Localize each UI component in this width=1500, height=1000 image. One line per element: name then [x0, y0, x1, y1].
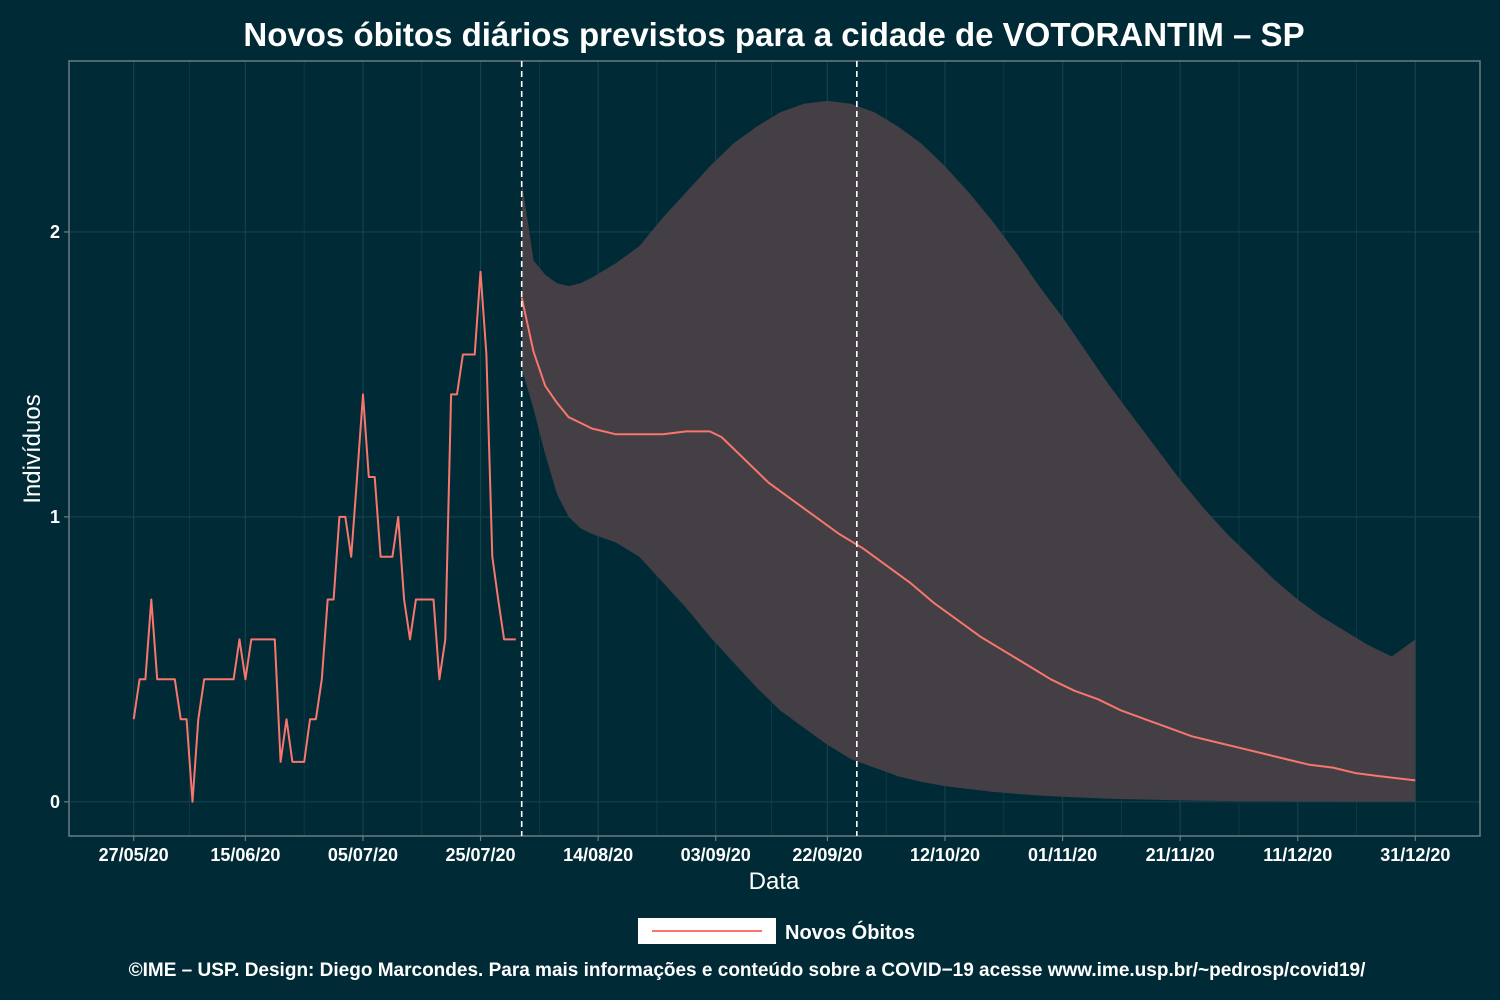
chart-title: Novos óbitos diários previstos para a ci… [243, 16, 1304, 53]
x-tick-label: 31/12/20 [1380, 845, 1450, 865]
forecast-series-line [520, 297, 1416, 782]
legend: Novos Óbitos [638, 918, 915, 944]
x-axis-ticks: 27/05/20 15/06/20 05/07/20 25/07/20 14/08/20… [99, 836, 1450, 865]
x-tick-label: 15/06/20 [210, 845, 280, 865]
observed-series-line [132, 270, 516, 803]
x-tick-label: 27/05/20 [99, 845, 169, 865]
footer-credits: ©IME – USP. Design: Diego Marcondes. Par… [129, 960, 1366, 981]
x-tick-label: 01/11/20 [1028, 845, 1097, 865]
x-tick-label: 05/07/20 [328, 845, 398, 865]
reference-lines [520, 61, 858, 836]
x-axis-title: Data [749, 868, 800, 895]
x-tick-label: 25/07/20 [446, 845, 516, 865]
x-tick-label: 21/11/20 [1146, 845, 1215, 865]
y-axis-title: Indivíduos [19, 394, 46, 503]
y-tick-label: 1 [50, 507, 60, 527]
x-tick-label: 03/09/20 [681, 845, 751, 865]
legend-label: Novos Óbitos [785, 920, 915, 944]
y-tick-label: 0 [50, 792, 60, 812]
x-tick-label: 11/12/20 [1263, 845, 1332, 865]
y-axis-ticks: 0 1 2 [50, 222, 69, 812]
x-tick-label: 12/10/20 [910, 845, 980, 865]
x-tick-label: 14/08/20 [563, 845, 633, 865]
panel-border [68, 60, 1481, 837]
y-tick-label: 2 [50, 222, 60, 242]
prediction-band [521, 100, 1416, 802]
x-tick-label: 22/09/20 [792, 845, 862, 865]
